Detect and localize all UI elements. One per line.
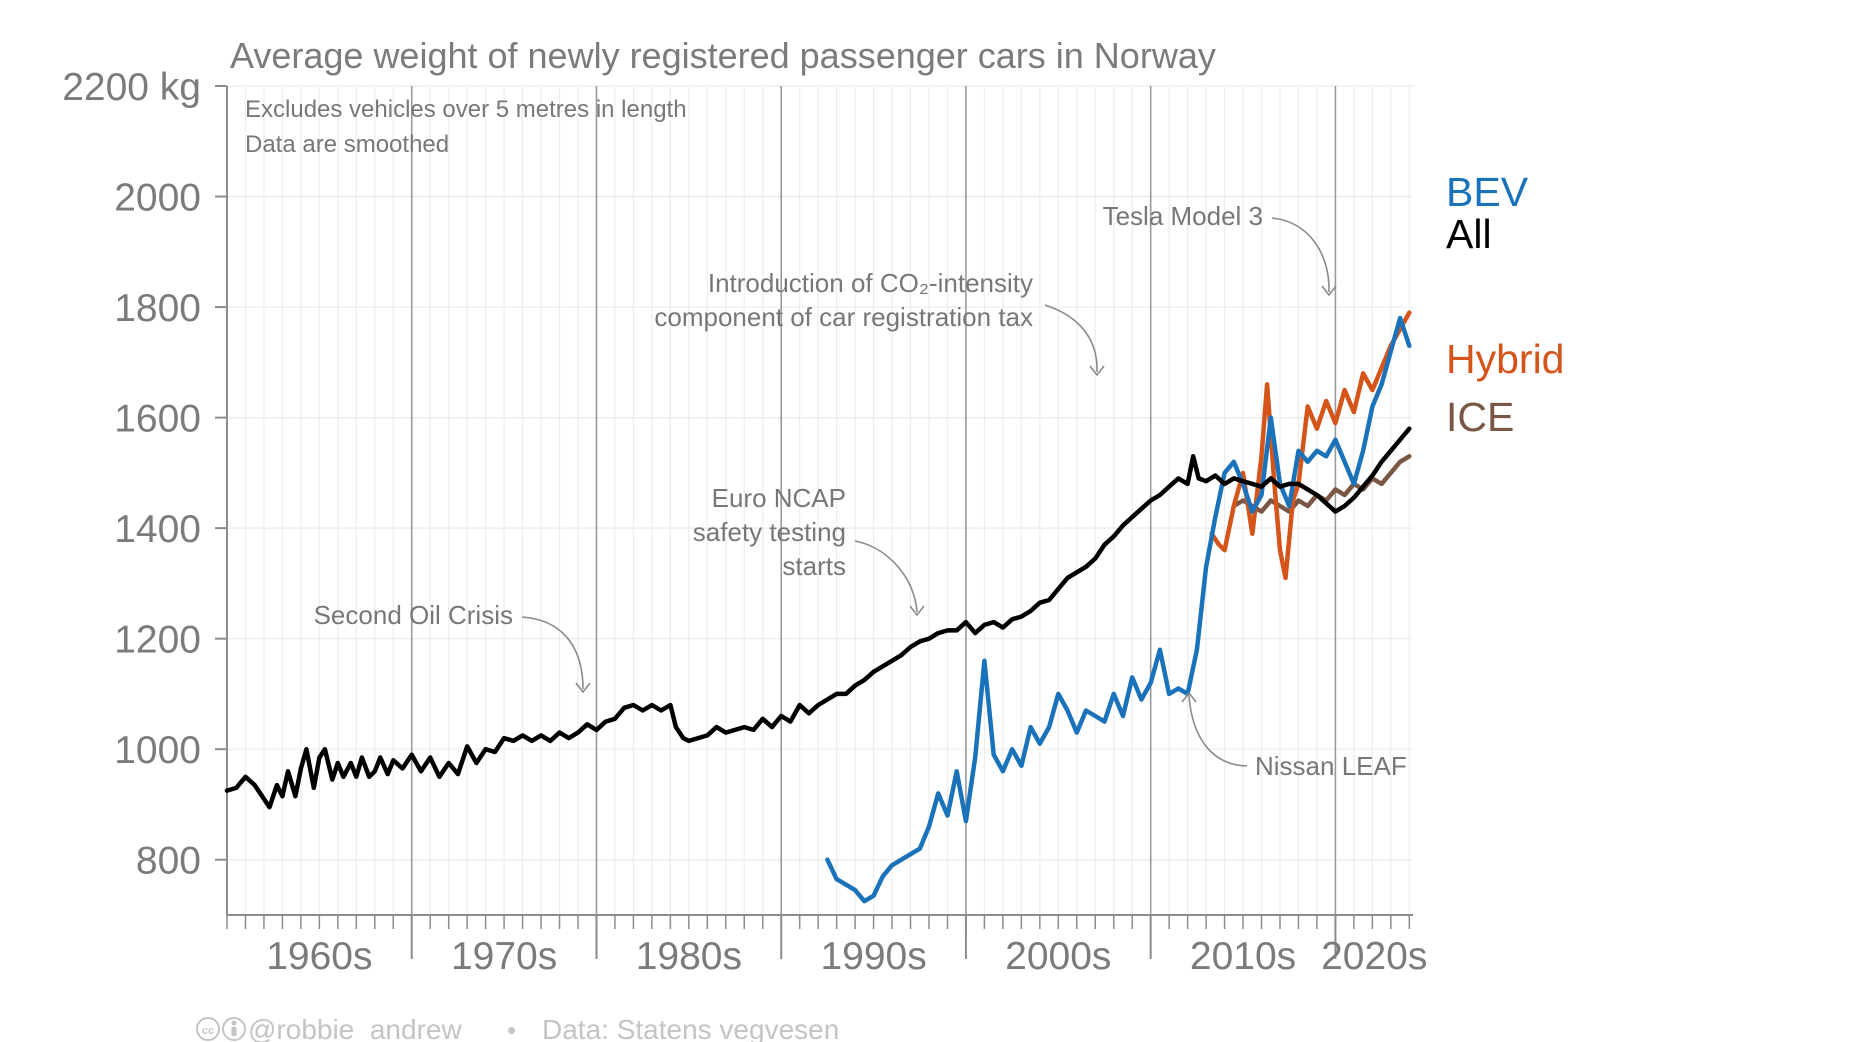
credit-source: Data: Statens vegvesen [542, 1014, 839, 1042]
annotation-label: Nissan LEAF [1255, 751, 1407, 781]
credit-line: cc @robbie_andrew • Data: Statens vegves… [196, 1014, 839, 1042]
annotation-arrowhead [1181, 691, 1197, 703]
x-tick-label: 1960s [266, 935, 372, 978]
y-tick-label: 2200 kg [62, 66, 201, 109]
series-label-ice: ICE [1446, 394, 1514, 440]
credit-author: @robbie_andrew [248, 1014, 462, 1042]
y-tick-label: 800 [136, 840, 201, 883]
annotation-label: safety testing [693, 517, 846, 547]
series-label-all: All [1446, 211, 1492, 257]
series-line-bev [825, 315, 1412, 904]
annotation-arrowhead [1089, 365, 1105, 377]
by-icon [222, 1017, 246, 1041]
series-line-hybrid [1209, 310, 1412, 581]
annotation-label: Second Oil Crisis [314, 600, 513, 630]
annotation-arrow [854, 540, 918, 613]
annotation-label: starts [782, 551, 846, 581]
annotation-arrow [1271, 217, 1330, 293]
x-tick-label: 2020s [1321, 935, 1427, 978]
major-gridlines [410, 86, 1337, 915]
svg-text:cc: cc [202, 1025, 214, 1037]
annotation-arrowhead [1321, 285, 1337, 297]
series-label-hybrid: Hybrid [1446, 336, 1564, 382]
x-tick-label: 2010s [1190, 935, 1296, 978]
chart-title: Average weight of newly registered passe… [230, 35, 1216, 76]
x-tick-label: 1990s [820, 935, 926, 978]
annotations: Second Oil Crisis Euro NCAP safety testing… [314, 201, 1407, 781]
credit-separator: • [507, 1015, 516, 1042]
series-layer [224, 310, 1412, 904]
annotation-label: Tesla Model 3 [1103, 201, 1263, 231]
y-tick-label: 1400 [114, 508, 201, 551]
y-tick-label: 1000 [114, 729, 201, 772]
annotation-label: Euro NCAP [712, 483, 846, 513]
y-tick-label: 2000 [114, 177, 201, 220]
y-tick-label: 1800 [114, 287, 201, 330]
series-line-all [224, 426, 1412, 810]
x-tick-label: 1970s [451, 935, 557, 978]
x-ticks: 1960s 1970s 1980s 1990s 2000s 2010s 2020s [226, 915, 1427, 978]
x-tick-label: 1980s [636, 935, 742, 978]
annotation-arrowhead [575, 682, 591, 694]
note-data: Data are smoothed [245, 131, 449, 158]
annotation-arrow [1188, 695, 1248, 767]
annotation-arrow [1044, 304, 1098, 373]
annotation-arrowhead [909, 605, 925, 617]
y-tick-label: 1200 [114, 619, 201, 662]
y-ticks: 2200 kg 2000 1800 1600 1400 1200 1000 800 [62, 66, 227, 883]
y-tick-label: 1600 [114, 398, 201, 441]
x-tick-label: 2000s [1005, 935, 1111, 978]
cc-icon: cc [196, 1017, 220, 1041]
annotation-label: Introduction of CO₂-intensity [708, 268, 1033, 298]
axes [226, 86, 1413, 916]
annotation-label: component of car registration tax [654, 302, 1033, 332]
note-smoothing: Excludes vehicles over 5 metres in lengt… [245, 96, 687, 123]
series-label-bev: BEV [1446, 169, 1529, 215]
annotation-arrow [521, 616, 584, 690]
